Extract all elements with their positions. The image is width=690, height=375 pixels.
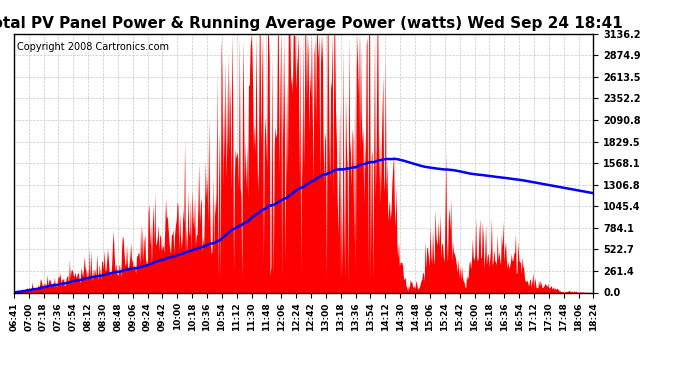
Text: Copyright 2008 Cartronics.com: Copyright 2008 Cartronics.com: [17, 42, 168, 51]
Title: Total PV Panel Power & Running Average Power (watts) Wed Sep 24 18:41: Total PV Panel Power & Running Average P…: [0, 16, 623, 31]
